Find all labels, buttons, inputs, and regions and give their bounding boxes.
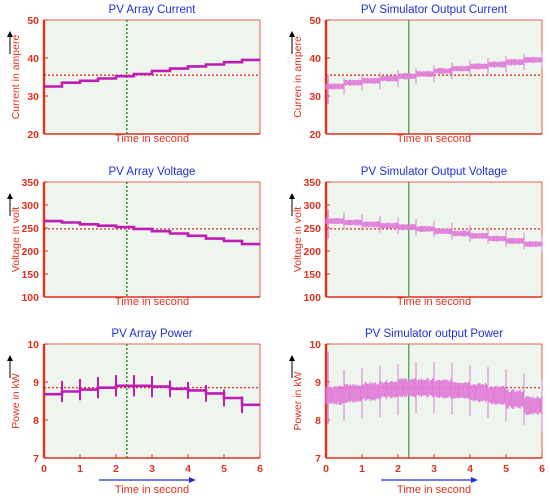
chart-0-title: PV Array Current: [109, 4, 197, 16]
chart-5-xtick-label: 3: [431, 463, 437, 475]
chart-4-ytick-label: 8: [33, 415, 39, 427]
chart-0-y-arrow-head: [7, 31, 13, 37]
chart-4-xtick-label: 1: [77, 463, 83, 475]
chart-4-xtick-label: 2: [113, 463, 119, 475]
chart-0-xlabel: Time in second: [115, 133, 189, 145]
chart-5-ytick-label: 10: [309, 339, 321, 351]
chart-1-ytick-label: 50: [309, 15, 321, 27]
chart-1-title: PV Simulator Output Current: [361, 4, 508, 16]
chart-2-ytick-label: 300: [21, 200, 39, 212]
chart-4-plot-area: [44, 344, 260, 458]
chart-3-ytick-label: 200: [303, 246, 321, 258]
chart-5-x-arrow-head: [471, 477, 478, 483]
chart-5-title: PV Simulator output Power: [365, 328, 503, 340]
chart-0-ylabel: Current in ampere: [10, 35, 22, 120]
chart-0-ytick-label: 30: [27, 91, 39, 103]
chart-5-xlabel: Time in second: [397, 484, 471, 496]
chart-1-ytick-label: 30: [309, 91, 321, 103]
chart-2-ytick-label: 100: [21, 292, 39, 304]
chart-2-signal-line: [44, 219, 260, 246]
chart-4-ytick-label: 9: [33, 377, 39, 389]
chart-5-xtick-label: 4: [467, 463, 473, 475]
chart-0-ytick-label: 40: [27, 53, 39, 65]
chart-2-ytick-label: 350: [21, 177, 39, 189]
chart-0-ytick-label: 20: [27, 129, 39, 141]
chart-3-signal-band: [325, 212, 543, 253]
chart-4-xlabel: Time in second: [115, 484, 189, 496]
chart-0-plot-area: [44, 20, 260, 134]
chart-4-xtick-label: 0: [41, 463, 47, 475]
chart-1-ylabel: Curren in ampere: [292, 36, 304, 118]
chart-5-xtick-label: 0: [323, 463, 329, 475]
chart-4-title: PV Array Power: [111, 328, 192, 340]
chart-2-plot-area: [44, 182, 260, 297]
chart-5-y-arrow-head: [289, 355, 295, 361]
chart-0-ytick-label: 50: [27, 15, 39, 27]
chart-1-ytick-label: 20: [309, 129, 321, 141]
chart-5-ytick-label: 8: [315, 415, 321, 427]
chart-4-xtick-label: 5: [221, 463, 227, 475]
chart-3-ytick-label: 300: [303, 200, 321, 212]
chart-1-y-arrow-head: [289, 31, 295, 37]
chart-3-ytick-label: 250: [303, 223, 321, 235]
chart-3-xlabel: Time in second: [397, 296, 471, 308]
chart-2-ytick-label: 200: [21, 246, 39, 258]
chart-0-signal-line: [44, 58, 260, 88]
chart-5-signal-band: [325, 362, 543, 432]
chart-4-xtick-label: 4: [185, 463, 191, 475]
chart-3-ytick-label: 100: [303, 292, 321, 304]
chart-2-ytick-label: 250: [21, 223, 39, 235]
chart-2-title: PV Array Voltage: [109, 166, 196, 178]
chart-5-xtick-label: 2: [395, 463, 401, 475]
chart-4-ylabel: Powe in kW: [10, 373, 22, 429]
chart-2-ylabel: Voltage in volt: [10, 207, 22, 272]
chart-1-xlabel: Time in second: [397, 133, 471, 145]
chart-4-xtick-label: 3: [149, 463, 155, 475]
chart-5-ytick-label: 9: [315, 377, 321, 389]
chart-4-y-arrow-head: [7, 355, 13, 361]
chart-3-y-arrow-head: [289, 193, 295, 199]
chart-5-ylabel: Power in kW: [292, 371, 304, 430]
chart-5-xtick-label: 1: [359, 463, 365, 475]
chart-1-signal-band: [325, 51, 543, 95]
chart-4-ytick-label: 10: [27, 339, 39, 351]
chart-4-x-arrow-head: [189, 477, 196, 483]
chart-5-xtick-label: 6: [539, 463, 545, 475]
chart-4-xtick-label: 6: [257, 463, 263, 475]
chart-5-xtick-label: 5: [503, 463, 509, 475]
chart-3-ytick-label: 350: [303, 177, 321, 189]
chart-2-xlabel: Time in second: [115, 296, 189, 308]
chart-3-ylabel: Voltage in volt: [292, 207, 304, 272]
chart-4-ytick-label: 7: [33, 453, 39, 465]
chart-5-ytick-label: 7: [315, 453, 321, 465]
chart-2-ytick-label: 150: [21, 269, 39, 281]
chart-1-ytick-label: 40: [309, 53, 321, 65]
chart-2-y-arrow-head: [7, 193, 13, 199]
chart-3-ytick-label: 150: [303, 269, 321, 281]
chart-3-title: PV Simulator Output Voltage: [361, 166, 507, 178]
